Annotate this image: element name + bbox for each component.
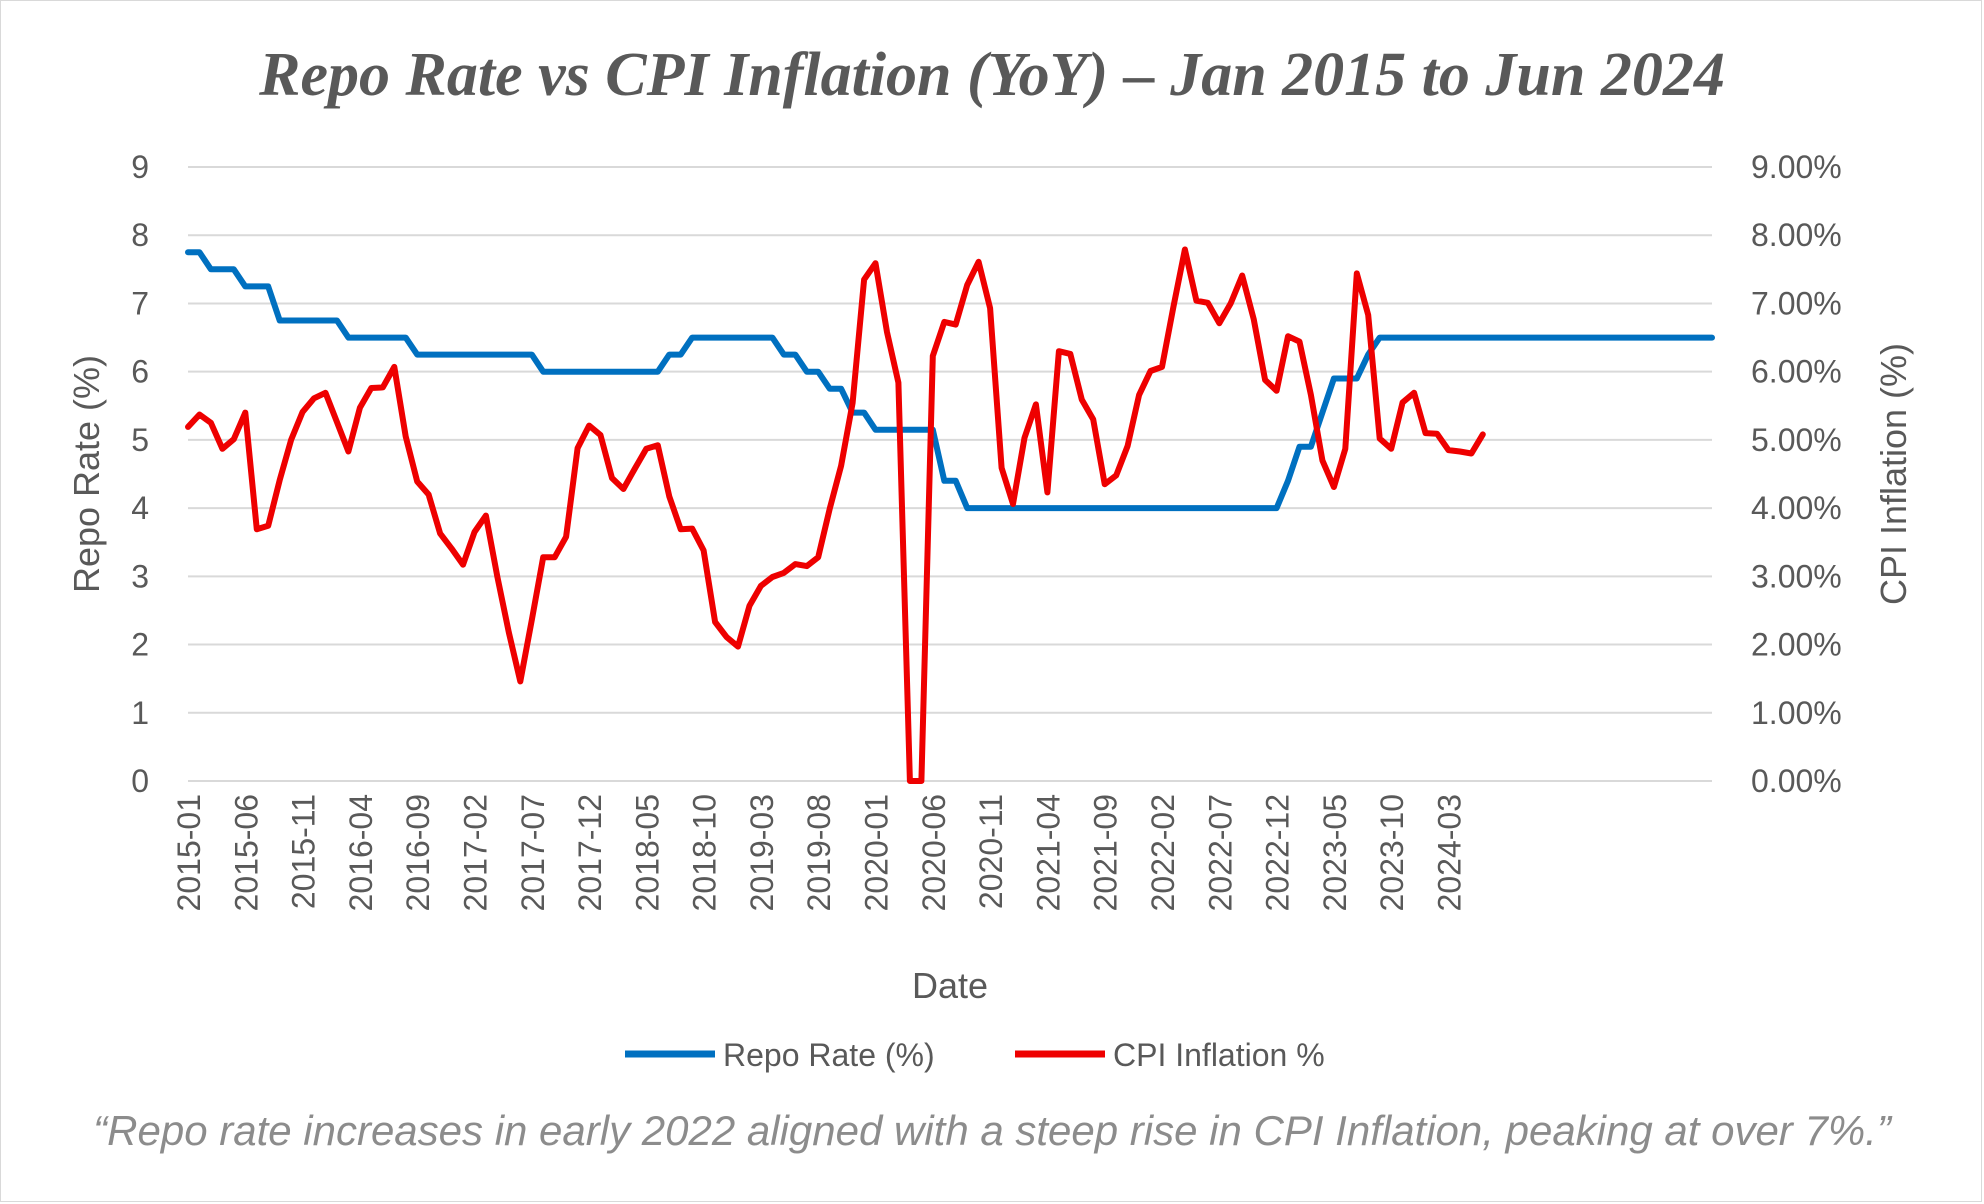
right-axis-ticks: 0.00% 1.00% 2.00% 3.00% 4.00% 5.00% 6.00% 7.00%…	[1751, 149, 1842, 799]
x-tick-label: 2021-04	[1030, 794, 1066, 911]
x-axis-ticks: 2015-01 2015-06 2015-11 2016-04 2016-09 2017-…	[171, 794, 1467, 911]
chart-title: Repo Rate vs CPI Inflation (YoY) – Jan 2…	[258, 41, 1725, 109]
x-tick-label: 2016-04	[343, 794, 379, 911]
x-tick-label: 2015-06	[228, 794, 264, 911]
cpi-inflation-line	[185, 246, 1486, 784]
x-tick-label: 2020-11	[973, 794, 1009, 909]
x-tick-label: 2018-10	[687, 794, 723, 911]
left-tick-label: 7	[131, 285, 149, 321]
x-tick-label: 2022-07	[1202, 794, 1238, 911]
x-tick-label: 2023-10	[1374, 794, 1410, 911]
series-lines	[185, 246, 1715, 784]
x-tick-label: 2024-03	[1431, 794, 1467, 911]
x-tick-label: 2019-03	[744, 794, 780, 911]
left-tick-label: 2	[131, 627, 149, 663]
left-axis-ticks: 0 1 2 3 4 5 6 7 8 9	[131, 149, 149, 799]
x-tick-label: 2022-02	[1145, 794, 1181, 911]
legend: Repo Rate (%) CPI Inflation %	[625, 1037, 1325, 1073]
left-tick-label: 0	[131, 763, 149, 799]
right-tick-label: 5.00%	[1751, 422, 1842, 458]
left-axis-title: Repo Rate (%)	[66, 355, 107, 593]
right-tick-label: 2.00%	[1751, 627, 1842, 663]
right-tick-label: 8.00%	[1751, 217, 1842, 253]
x-tick-label: 2019-08	[801, 794, 837, 911]
left-tick-label: 5	[131, 422, 149, 458]
legend-label-cpi-inflation: CPI Inflation %	[1113, 1037, 1325, 1073]
x-tick-label: 2022-12	[1260, 794, 1296, 911]
left-tick-label: 4	[131, 490, 149, 526]
right-tick-label: 6.00%	[1751, 354, 1842, 390]
legend-label-repo-rate: Repo Rate (%)	[723, 1037, 935, 1073]
x-tick-label: 2015-01	[171, 794, 207, 911]
right-axis-title: CPI Inflation (%)	[1873, 343, 1914, 605]
right-tick-label: 7.00%	[1751, 285, 1842, 321]
x-tick-label: 2018-05	[629, 794, 665, 911]
left-tick-label: 8	[131, 217, 149, 253]
right-tick-label: 3.00%	[1751, 558, 1842, 594]
right-tick-label: 1.00%	[1751, 695, 1842, 731]
x-tick-label: 2017-02	[457, 794, 493, 911]
right-tick-label: 9.00%	[1751, 149, 1842, 185]
left-tick-label: 9	[131, 149, 149, 185]
gridlines	[188, 166, 1712, 782]
x-tick-label: 2021-09	[1088, 794, 1124, 911]
left-tick-label: 1	[131, 695, 149, 731]
repo-rate-line	[185, 249, 1715, 512]
x-tick-label: 2023-05	[1317, 794, 1353, 911]
x-tick-label: 2020-06	[916, 794, 952, 911]
left-tick-label: 6	[131, 354, 149, 390]
x-tick-label: 2015-11	[286, 794, 322, 909]
right-tick-label: 0.00%	[1751, 763, 1842, 799]
x-axis-title: Date	[912, 965, 988, 1006]
x-tick-label: 2020-01	[859, 794, 895, 911]
chart-caption: “Repo rate increases in early 2022 align…	[93, 1107, 1893, 1154]
x-tick-label: 2016-09	[400, 794, 436, 911]
right-tick-label: 4.00%	[1751, 490, 1842, 526]
x-tick-label: 2017-07	[515, 794, 551, 911]
left-tick-label: 3	[131, 558, 149, 594]
x-tick-label: 2017-12	[572, 794, 608, 911]
